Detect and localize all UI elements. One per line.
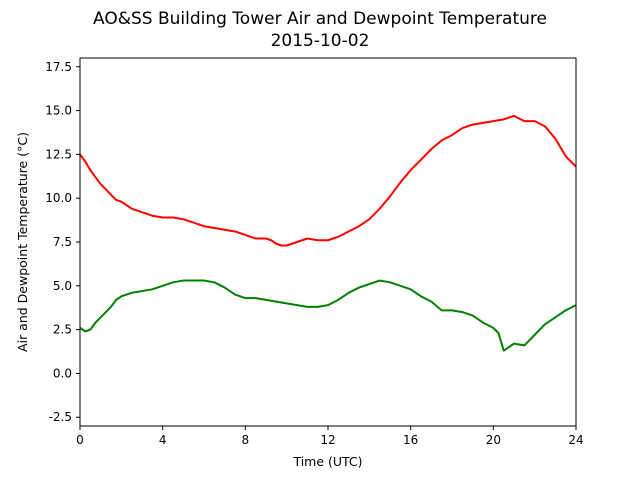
series-layer (79, 114, 577, 352)
x-axis-label: Time (UTC) (292, 454, 362, 469)
y-tick-label: 2.5 (53, 323, 72, 337)
y-tick-label: 10.0 (45, 191, 72, 205)
x-tick-label: 16 (403, 433, 418, 447)
ticks-layer: 0 4 8 12 16 20 24 -2.5 0.0 2.5 5.0 7.5 10.0 12.5 15.0 1… (45, 60, 583, 447)
y-tick-label: 15.0 (45, 104, 72, 118)
x-tick-label: 0 (76, 433, 84, 447)
y-tick-label: -2.5 (49, 410, 72, 424)
x-tick-label: 24 (568, 433, 583, 447)
plot-frame (79, 57, 577, 427)
y-tick-label: 7.5 (53, 235, 72, 249)
series-line-2 (79, 279, 577, 352)
y-axis-label: Air and Dewpoint Temperature (°C) (15, 132, 30, 352)
y-tick-label: 5.0 (53, 279, 72, 293)
y-tick-label: 17.5 (45, 60, 72, 74)
chart-subtitle: 2015-10-02 (271, 31, 370, 51)
series-line-1 (79, 114, 577, 247)
x-tick-label: 4 (159, 433, 167, 447)
y-tick-label: 0.0 (53, 366, 72, 380)
x-tick-label: 8 (242, 433, 250, 447)
x-tick-label: 20 (486, 433, 501, 447)
y-tick-label: 12.5 (45, 147, 72, 161)
chart-title: AO&SS Building Tower Air and Dewpoint Te… (93, 9, 547, 29)
x-tick-label: 12 (320, 433, 335, 447)
